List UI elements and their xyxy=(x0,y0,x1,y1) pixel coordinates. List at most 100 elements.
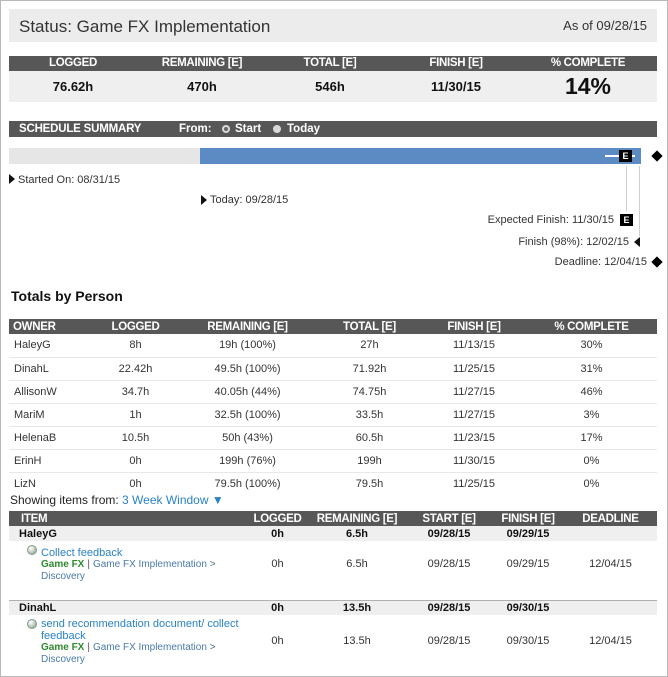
phase-link[interactable]: Discovery xyxy=(41,571,85,582)
page-title: Status: Game FX Implementation xyxy=(19,17,271,36)
owner-name: HelenaB xyxy=(9,426,93,450)
finish-98-text: Finish (98%): 12/02/15 xyxy=(518,236,629,248)
total: 199h xyxy=(317,449,422,473)
percent-complete: 17% xyxy=(526,426,657,450)
table-row: HelenaB 10.5h 50h (43%) 60.5h 11/23/15 1… xyxy=(9,426,657,450)
expected-range-line xyxy=(605,155,619,157)
path-link[interactable]: Game FX Implementation xyxy=(92,642,207,653)
task-start: 09/28/15 xyxy=(427,635,471,647)
project-link[interactable]: Game FX xyxy=(41,642,85,653)
task-link[interactable]: send recommendation document/ collect fe… xyxy=(41,618,239,642)
showing-items-filter: Showing items from: 3 Week Window ▼ xyxy=(10,493,224,507)
owner-name: LizN xyxy=(14,477,37,490)
radio-today-label[interactable]: Today xyxy=(287,123,321,135)
finish: 11/23/15 xyxy=(422,426,526,450)
expected-finish-marker-icon: E xyxy=(619,150,632,162)
summary-header-logged: LOGGED xyxy=(48,57,98,69)
summary-logged: 76.62h xyxy=(52,79,94,94)
task-deadline: 12/04/15 xyxy=(589,635,632,647)
group-remaining: 6.5h xyxy=(308,526,406,541)
items-table: ITEM LOGGED REMAINING [E] START [E] FINI… xyxy=(9,511,657,667)
percent-complete: 30% xyxy=(526,334,657,358)
group-divider xyxy=(9,587,657,601)
summary-percent-complete: 14% xyxy=(564,73,612,99)
percent-complete: 31% xyxy=(526,357,657,381)
owner-name: HaleyG xyxy=(9,334,93,358)
group-finish: 09/30/15 xyxy=(492,600,564,615)
started-on-text: Started On: 08/31/15 xyxy=(18,174,121,186)
finish: 11/27/15 xyxy=(422,380,526,404)
report-header: Status: Game FX Implementation As of 09/… xyxy=(9,9,657,42)
summary-remaining: 470h xyxy=(187,79,217,94)
task-finish: 09/29/15 xyxy=(506,558,550,570)
schedule-timeline-bar: E xyxy=(9,148,641,164)
remaining: 79.5h (100%) xyxy=(214,477,281,490)
summary-table: LOGGED REMAINING [E] TOTAL [E] FINISH [E… xyxy=(9,56,657,102)
total: 60.5h xyxy=(317,426,422,450)
total: 74.75h xyxy=(317,380,422,404)
percent-complete: 46% xyxy=(526,380,657,404)
total: 27h xyxy=(317,334,422,358)
finish: 11/25/15 xyxy=(452,477,495,490)
radio-start-label[interactable]: Start xyxy=(235,123,262,135)
remaining: 49.5h (100%) xyxy=(178,357,317,381)
logged: 34.7h xyxy=(93,380,178,404)
group-logged: 0h xyxy=(247,526,308,541)
phase-link[interactable]: Discovery xyxy=(41,654,85,665)
task-status-icon xyxy=(27,545,37,555)
group-start: 09/28/15 xyxy=(406,600,492,615)
owner-name: ErinH xyxy=(9,449,93,473)
task-cell: send recommendation document/ collect fe… xyxy=(9,615,247,667)
remaining: 32.5h (100%) xyxy=(178,403,317,427)
logged: 10.5h xyxy=(93,426,178,450)
summary-finish: 11/30/15 xyxy=(431,79,481,94)
expected-finish-guide xyxy=(626,166,627,211)
schedule-summary-bar: SCHEDULE SUMMARY From: Start Today xyxy=(9,121,657,137)
group-owner: DinahL xyxy=(9,600,247,615)
logged: 8h xyxy=(93,334,178,358)
logged: 0h xyxy=(129,477,142,490)
expected-finish-e-icon: E xyxy=(620,214,633,226)
col-remaining: REMAINING [E] xyxy=(308,511,406,526)
percent-complete: 0% xyxy=(583,477,600,490)
path-link[interactable]: Game FX Implementation xyxy=(92,559,207,570)
expected-range-tail xyxy=(632,155,635,157)
task-start: 09/28/15 xyxy=(427,558,471,570)
group-row-dinahl: DinahL 0h 13.5h 09/28/15 09/30/15 xyxy=(9,600,657,615)
remaining: 19h (100%) xyxy=(178,334,317,358)
deadline-marker-icon xyxy=(651,256,663,268)
showing-items-label: Showing items from: xyxy=(10,493,119,507)
task-breadcrumb: Game FX | Game FX Implementation > Discove… xyxy=(27,559,247,583)
task-remaining: 6.5h xyxy=(346,558,368,570)
col-remaining: REMAINING [E] xyxy=(178,319,317,334)
total: 71.92h xyxy=(317,357,422,381)
task-deadline: 12/04/15 xyxy=(589,558,632,570)
totals-by-person-title: Totals by Person xyxy=(11,288,123,304)
deadline-text: Deadline: 12/04/15 xyxy=(554,256,647,268)
group-remaining: 13.5h xyxy=(308,600,406,615)
breadcrumb-separator: | xyxy=(87,642,90,653)
table-row: DinahL 22.42h 49.5h (100%) 71.92h 11/25/… xyxy=(9,357,657,381)
remaining: 199h (76%) xyxy=(178,449,317,473)
summary-header-complete: % COMPLETE xyxy=(550,57,626,69)
task-logged: 0h xyxy=(271,558,284,570)
table-row: ErinH 0h 199h (76%) 199h 11/30/15 0% xyxy=(9,449,657,473)
percent-complete: 0% xyxy=(526,449,657,473)
remaining: 50h (43%) xyxy=(178,426,317,450)
summary-header-finish: FINISH [E] xyxy=(429,57,483,69)
finish: 11/13/15 xyxy=(422,334,526,358)
task-link[interactable]: Collect feedback xyxy=(41,547,123,559)
finish: 11/30/15 xyxy=(422,449,526,473)
from-label: From: xyxy=(179,123,212,135)
window-dropdown[interactable]: 3 Week Window ▼ xyxy=(122,493,224,507)
summary-header-remaining: REMAINING [E] xyxy=(161,57,243,69)
col-owner: OWNER xyxy=(9,319,93,334)
project-link[interactable]: Game FX xyxy=(41,559,85,570)
radio-today[interactable] xyxy=(273,125,281,133)
finish: 11/27/15 xyxy=(422,403,526,427)
col-start: START [E] xyxy=(406,511,492,526)
total: 79.5h xyxy=(355,477,384,490)
remaining: 40.05h (44%) xyxy=(178,380,317,404)
radio-start[interactable] xyxy=(222,125,230,133)
